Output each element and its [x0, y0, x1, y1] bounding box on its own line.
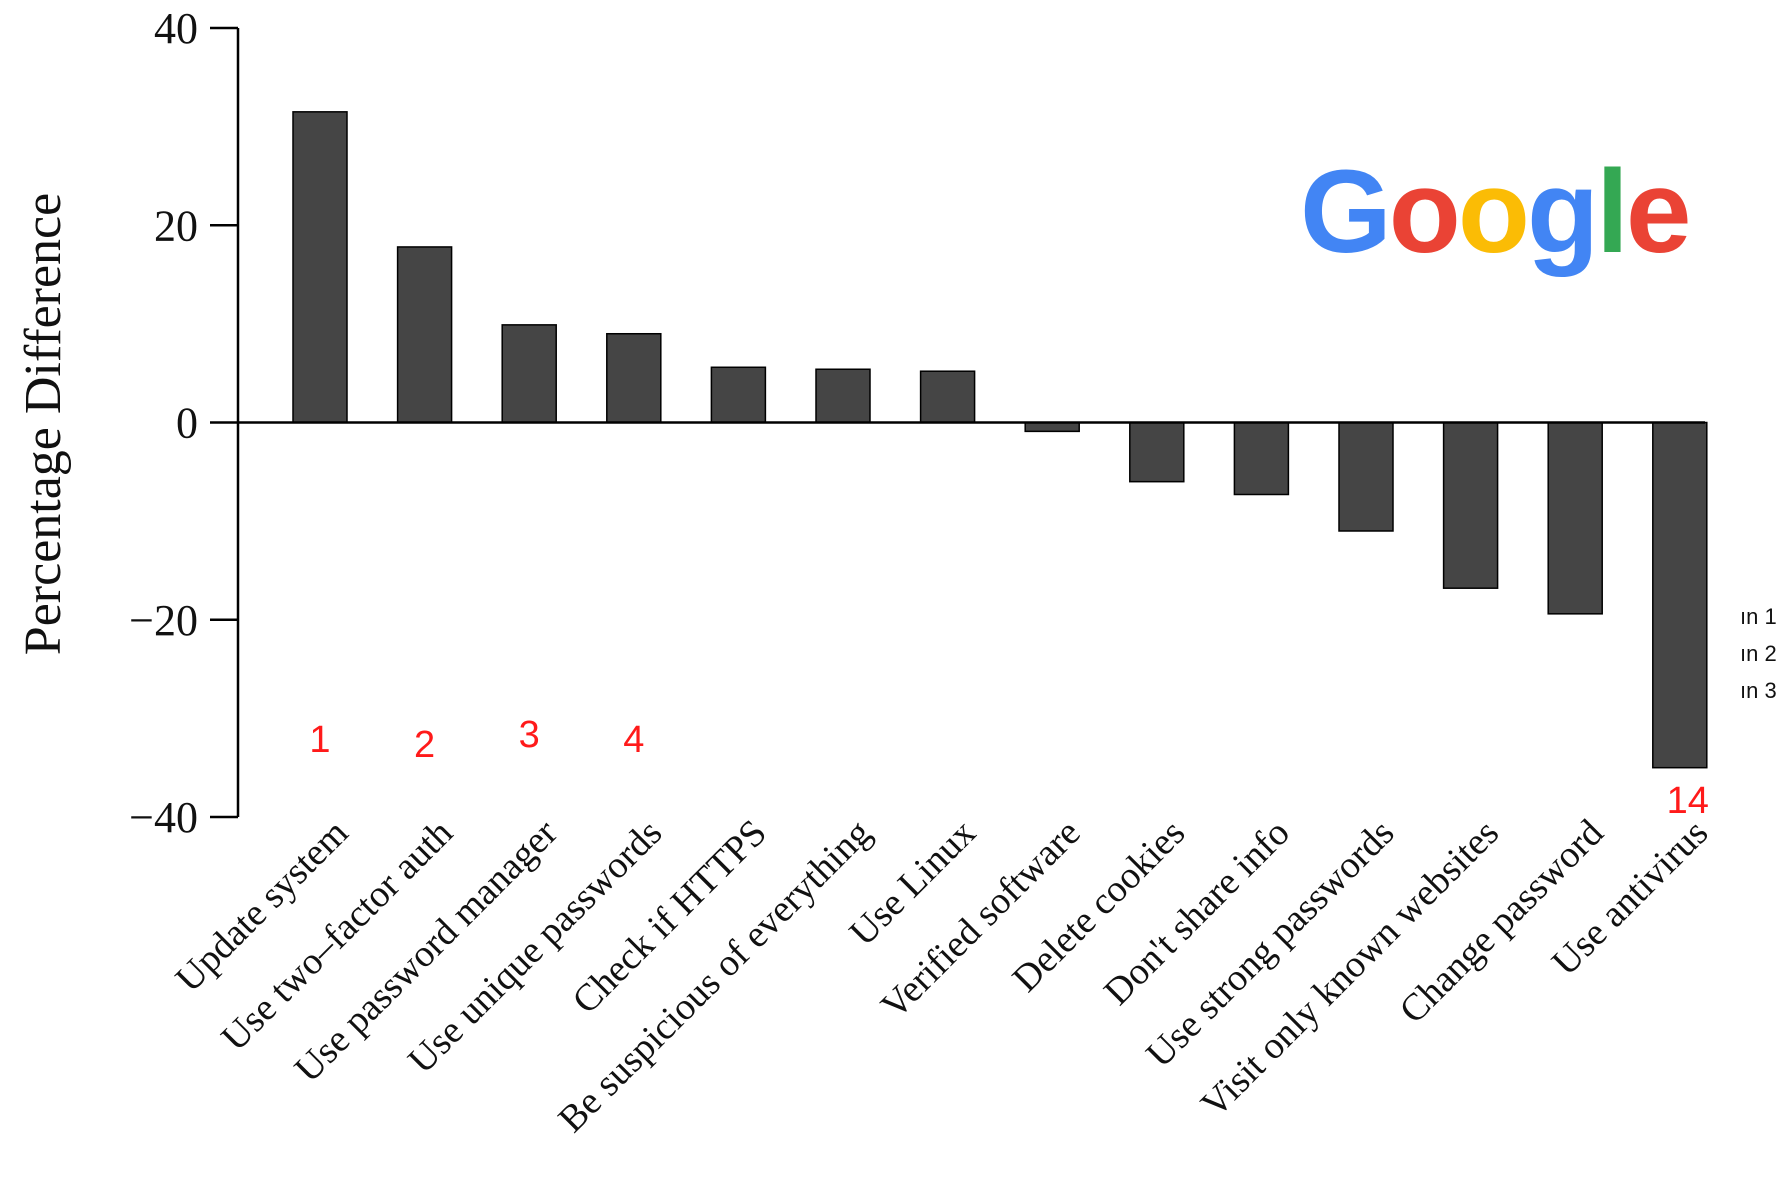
rank-annotation: 1 — [309, 719, 330, 761]
bar — [919, 370, 976, 424]
bar — [1547, 421, 1603, 615]
rank-annotation: 4 — [623, 719, 644, 761]
rank-annotation: 3 — [519, 714, 540, 756]
y-tick-label: 20 — [154, 201, 198, 250]
category-label: Don't share info — [1096, 812, 1298, 1014]
bar — [1024, 421, 1080, 433]
logo-letter: e — [1626, 146, 1689, 278]
bar — [1233, 421, 1290, 496]
bar — [1652, 421, 1708, 769]
y-tick-label: −40 — [129, 793, 198, 842]
y-axis: −40 −20 0 20 40 — [129, 4, 240, 842]
bar — [1338, 421, 1394, 532]
logo-letter: o — [1458, 146, 1527, 278]
side-note: ın 2 — [1740, 641, 1777, 666]
logo-letter: o — [1389, 146, 1458, 278]
bar — [710, 366, 767, 424]
logo-letter: l — [1596, 146, 1626, 278]
bar — [815, 368, 871, 424]
bar — [292, 111, 348, 424]
y-tick-label: −20 — [129, 596, 198, 645]
y-tick-label: 0 — [176, 399, 198, 448]
bar — [396, 246, 453, 424]
google-logo: Google — [1300, 146, 1689, 278]
rank-annotation: 14 — [1667, 780, 1709, 822]
bars — [292, 111, 1708, 769]
bar — [606, 332, 662, 424]
logo-letter: G — [1300, 146, 1389, 278]
y-tick-label: 40 — [154, 4, 198, 53]
rank-annotations: 1 2 3 4 14 — [309, 714, 1709, 822]
y-axis-label: Percentage Difference — [15, 193, 72, 655]
rank-annotation: 2 — [414, 724, 435, 766]
bar — [1442, 421, 1499, 589]
side-note: ın 1 — [1740, 604, 1777, 629]
side-note: ın 3 — [1740, 678, 1777, 703]
bar — [1129, 421, 1185, 483]
side-notes: ın 1 ın 2 ın 3 — [1740, 604, 1777, 703]
logo-letter: g — [1527, 146, 1596, 278]
bar — [501, 324, 557, 424]
